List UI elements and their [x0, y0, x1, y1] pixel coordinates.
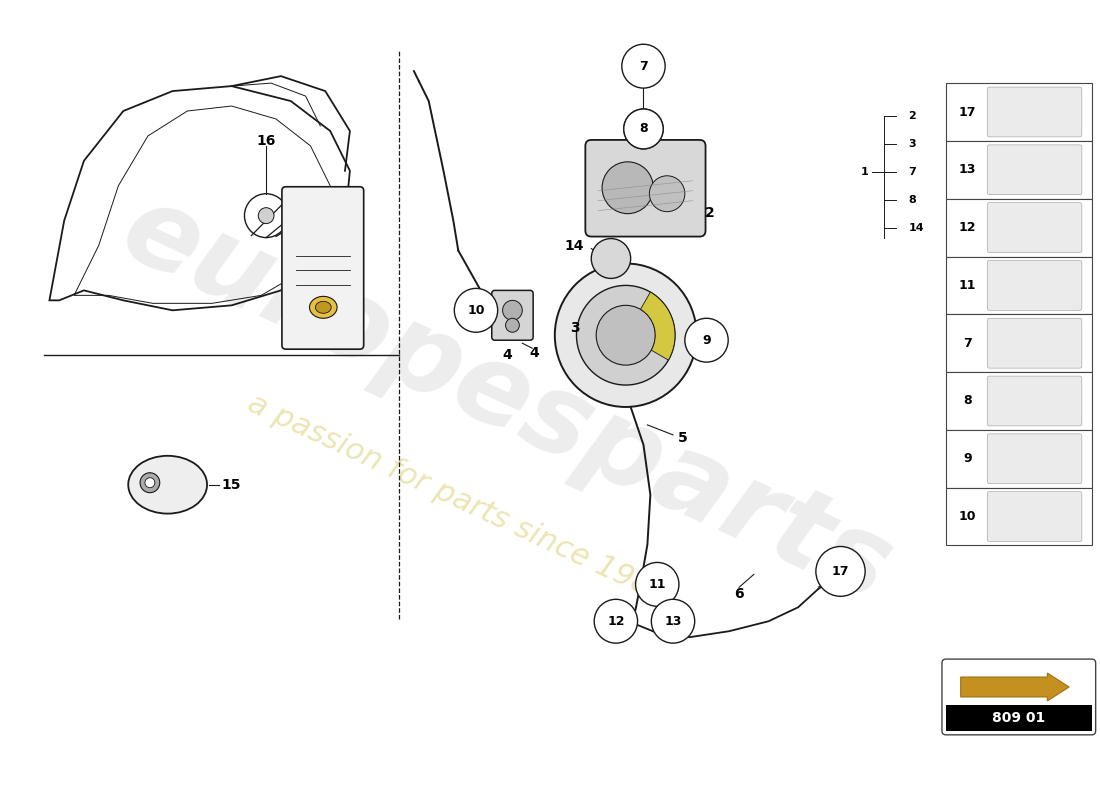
- FancyBboxPatch shape: [946, 488, 1091, 546]
- Text: 17: 17: [959, 106, 977, 118]
- Text: 17: 17: [832, 565, 849, 578]
- FancyBboxPatch shape: [946, 198, 1091, 257]
- Text: 11: 11: [649, 578, 666, 591]
- FancyArrow shape: [960, 673, 1069, 701]
- FancyBboxPatch shape: [988, 202, 1082, 253]
- Text: 13: 13: [959, 163, 977, 176]
- FancyBboxPatch shape: [988, 87, 1082, 137]
- Circle shape: [602, 162, 653, 214]
- FancyBboxPatch shape: [946, 141, 1091, 198]
- Text: 1: 1: [860, 166, 868, 177]
- Text: 9: 9: [702, 334, 711, 346]
- FancyBboxPatch shape: [988, 492, 1082, 542]
- Circle shape: [554, 263, 696, 407]
- Circle shape: [506, 318, 519, 332]
- Circle shape: [624, 109, 663, 149]
- Text: 8: 8: [909, 194, 916, 205]
- Text: 809 01: 809 01: [992, 711, 1045, 725]
- FancyBboxPatch shape: [946, 430, 1091, 488]
- Text: 14: 14: [909, 222, 924, 233]
- Text: 12: 12: [959, 221, 977, 234]
- Text: 4: 4: [503, 348, 513, 362]
- FancyBboxPatch shape: [946, 314, 1091, 372]
- FancyBboxPatch shape: [942, 659, 1096, 735]
- Text: 9: 9: [964, 452, 972, 466]
- Wedge shape: [640, 292, 675, 360]
- Circle shape: [145, 478, 155, 488]
- Circle shape: [140, 473, 159, 493]
- Text: 12: 12: [607, 614, 625, 628]
- Text: 10: 10: [959, 510, 977, 523]
- Text: 8: 8: [964, 394, 972, 407]
- FancyBboxPatch shape: [492, 290, 534, 340]
- FancyBboxPatch shape: [988, 261, 1082, 310]
- Ellipse shape: [316, 302, 331, 314]
- Text: europesparts: europesparts: [107, 175, 909, 625]
- Text: 2: 2: [909, 111, 916, 121]
- Circle shape: [621, 44, 665, 88]
- Text: 6: 6: [734, 587, 744, 602]
- FancyBboxPatch shape: [946, 257, 1091, 314]
- FancyBboxPatch shape: [282, 186, 364, 349]
- FancyBboxPatch shape: [988, 318, 1082, 368]
- Circle shape: [816, 546, 865, 596]
- Circle shape: [503, 300, 522, 320]
- Circle shape: [576, 286, 675, 385]
- FancyBboxPatch shape: [585, 140, 705, 237]
- Text: 13: 13: [664, 614, 682, 628]
- Circle shape: [258, 208, 274, 224]
- Circle shape: [596, 306, 656, 365]
- Text: a passion for parts since 1985: a passion for parts since 1985: [243, 389, 673, 610]
- Circle shape: [454, 288, 497, 332]
- Circle shape: [636, 562, 679, 606]
- Circle shape: [651, 599, 695, 643]
- Text: 7: 7: [964, 337, 972, 350]
- FancyBboxPatch shape: [946, 705, 1091, 731]
- Text: 3: 3: [570, 322, 580, 335]
- Ellipse shape: [129, 456, 207, 514]
- Text: 11: 11: [959, 279, 977, 292]
- Text: 10: 10: [468, 304, 485, 317]
- Circle shape: [592, 238, 630, 278]
- Text: 3: 3: [909, 139, 916, 149]
- FancyBboxPatch shape: [988, 434, 1082, 484]
- Text: 15: 15: [222, 478, 241, 492]
- Circle shape: [685, 318, 728, 362]
- Text: 7: 7: [639, 60, 648, 73]
- Ellipse shape: [309, 296, 337, 318]
- Circle shape: [624, 109, 663, 149]
- Text: 4: 4: [529, 346, 539, 360]
- Text: 2: 2: [705, 206, 714, 220]
- Text: 8: 8: [639, 122, 648, 135]
- Text: 16: 16: [256, 134, 276, 148]
- Text: 7: 7: [909, 166, 916, 177]
- Circle shape: [649, 176, 685, 212]
- Text: 14: 14: [564, 238, 584, 253]
- FancyBboxPatch shape: [988, 145, 1082, 194]
- FancyBboxPatch shape: [946, 83, 1091, 141]
- FancyBboxPatch shape: [946, 372, 1091, 430]
- Circle shape: [594, 599, 638, 643]
- Text: 5: 5: [678, 431, 688, 445]
- FancyBboxPatch shape: [988, 376, 1082, 426]
